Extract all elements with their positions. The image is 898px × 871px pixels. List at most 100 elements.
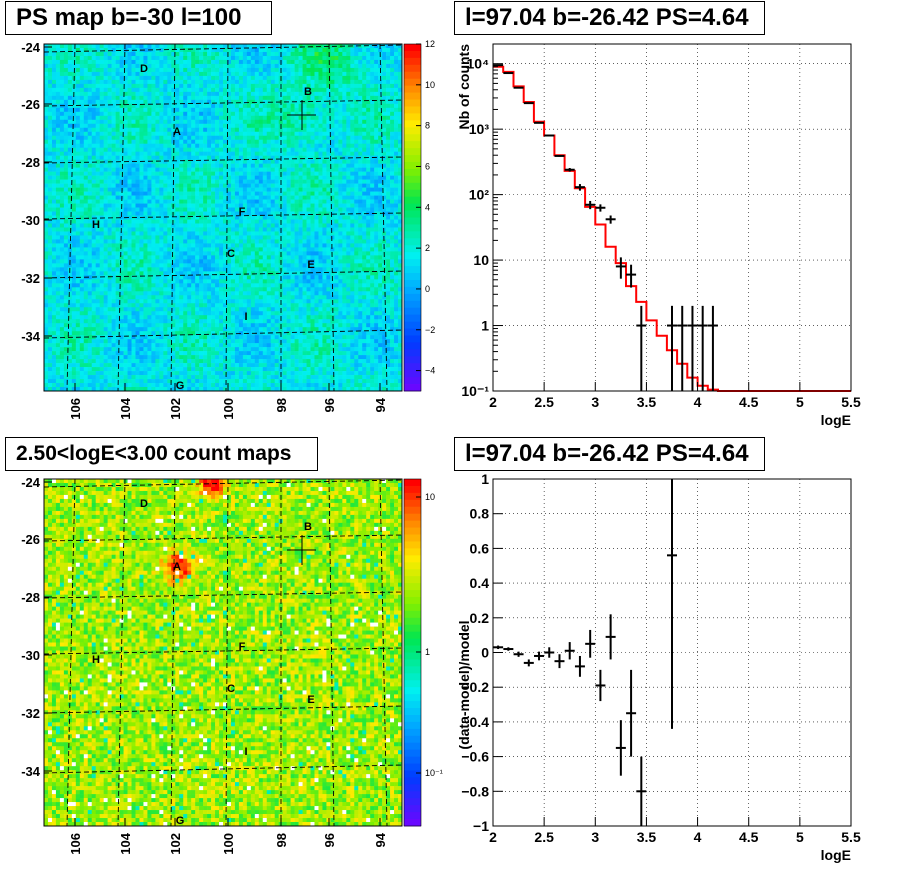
heatmap-cell bbox=[135, 215, 140, 220]
heatmap-cell bbox=[179, 195, 184, 200]
heatmap-cell bbox=[394, 255, 399, 260]
heatmap-cell bbox=[171, 231, 176, 236]
heatmap-cell bbox=[171, 143, 176, 148]
heatmap-cell bbox=[386, 71, 391, 77]
heatmap-cell bbox=[330, 183, 335, 188]
heatmap-cell bbox=[143, 131, 148, 137]
heatmap-cell bbox=[175, 87, 180, 93]
heatmap-cell bbox=[55, 103, 61, 109]
heatmap-cell bbox=[187, 79, 192, 85]
heatmap-cell bbox=[390, 219, 395, 224]
heatmap-cell bbox=[326, 131, 331, 137]
heatmap-cell bbox=[374, 203, 379, 208]
heatmap-cell bbox=[278, 159, 283, 164]
heatmap-cell bbox=[234, 239, 240, 244]
heatmap-cell bbox=[386, 67, 391, 73]
heatmap-cell bbox=[167, 239, 172, 244]
heatmap-cell bbox=[354, 127, 359, 133]
heatmap-cell bbox=[131, 247, 136, 252]
heatmap-cell bbox=[175, 123, 180, 129]
heatmap-cell bbox=[362, 167, 367, 172]
heatmap-cell bbox=[147, 227, 152, 232]
heatmap-cell bbox=[326, 123, 331, 129]
heatmap-cell bbox=[219, 119, 224, 125]
heatmap-cell bbox=[107, 51, 112, 57]
heatmap-cell bbox=[318, 243, 323, 248]
heatmap-cell bbox=[219, 155, 224, 160]
heatmap-cell bbox=[51, 147, 57, 152]
heatmap-cell bbox=[346, 235, 351, 240]
heatmap-cell bbox=[199, 203, 204, 208]
heatmap-cell bbox=[131, 87, 136, 93]
heatmap-cell bbox=[338, 219, 343, 224]
heatmap-cell bbox=[115, 175, 120, 180]
heatmap-cell bbox=[250, 127, 256, 133]
heatmap-cell bbox=[366, 159, 371, 164]
heatmap-cell bbox=[115, 171, 120, 176]
heatmap-cell bbox=[370, 79, 375, 85]
heatmap-cell bbox=[346, 167, 351, 172]
heatmap-cell bbox=[290, 51, 295, 57]
heatmap-cell bbox=[163, 143, 168, 148]
heatmap-cell bbox=[75, 115, 81, 121]
heatmap-cell bbox=[71, 203, 77, 208]
heatmap-cell bbox=[226, 75, 232, 81]
heatmap-cell bbox=[87, 259, 93, 264]
heatmap-cell bbox=[191, 103, 196, 109]
heatmap-cell bbox=[195, 163, 200, 168]
heatmap-cell bbox=[254, 195, 260, 200]
heatmap-cell bbox=[274, 243, 279, 248]
heatmap-cell bbox=[242, 59, 248, 65]
heatmap-cell bbox=[294, 155, 299, 160]
heatmap-cell bbox=[111, 87, 116, 93]
heatmap-cell bbox=[143, 231, 148, 236]
heatmap-cell bbox=[147, 147, 152, 152]
heatmap-cell bbox=[143, 123, 148, 129]
heatmap-cell bbox=[298, 123, 303, 129]
heatmap-cell bbox=[278, 95, 283, 101]
heatmap-cell bbox=[366, 163, 371, 168]
heatmap-cell bbox=[238, 79, 244, 85]
heatmap-cell bbox=[183, 59, 188, 65]
heatmap-cell bbox=[47, 103, 53, 109]
heatmap-cell bbox=[111, 47, 116, 53]
heatmap-cell bbox=[258, 115, 264, 121]
heatmap-cell bbox=[119, 223, 124, 228]
heatmap-cell bbox=[294, 243, 299, 248]
heatmap-cell bbox=[374, 95, 379, 101]
heatmap-cell bbox=[51, 215, 57, 220]
heatmap-cell bbox=[79, 199, 85, 204]
heatmap-cell bbox=[358, 219, 363, 224]
heatmap-cell bbox=[103, 55, 108, 61]
heatmap-cell bbox=[370, 107, 375, 113]
heatmap-cell bbox=[159, 239, 164, 244]
heatmap-cell bbox=[127, 191, 132, 196]
heatmap-cell bbox=[91, 44, 97, 49]
heatmap-cell bbox=[127, 111, 132, 117]
heatmap-cell bbox=[107, 247, 112, 252]
heatmap-cell bbox=[103, 51, 108, 57]
heatmap-cell bbox=[254, 87, 260, 93]
heatmap-cell bbox=[282, 135, 287, 141]
heatmap-cell bbox=[354, 119, 359, 125]
heatmap-cell bbox=[254, 175, 260, 180]
heatmap-cell bbox=[266, 63, 272, 69]
heatmap-cell bbox=[163, 51, 168, 57]
heatmap-cell bbox=[262, 227, 268, 232]
heatmap-cell bbox=[274, 219, 279, 224]
heatmap-cell bbox=[155, 131, 160, 137]
heatmap-cell bbox=[354, 187, 359, 192]
heatmap-cell bbox=[230, 119, 236, 125]
heatmap-cell bbox=[334, 243, 339, 248]
heatmap-cell bbox=[115, 119, 120, 125]
heatmap-cell bbox=[67, 227, 73, 232]
heatmap-cell bbox=[302, 191, 307, 196]
heatmap-cell bbox=[191, 187, 196, 192]
heatmap-cell bbox=[167, 223, 172, 228]
heatmap-cell bbox=[262, 44, 268, 49]
heatmap-cell bbox=[322, 231, 327, 236]
heatmap-cell bbox=[51, 255, 57, 260]
heatmap-cell bbox=[330, 239, 335, 244]
heatmap-cell bbox=[354, 259, 359, 264]
heatmap-cell bbox=[250, 187, 256, 192]
